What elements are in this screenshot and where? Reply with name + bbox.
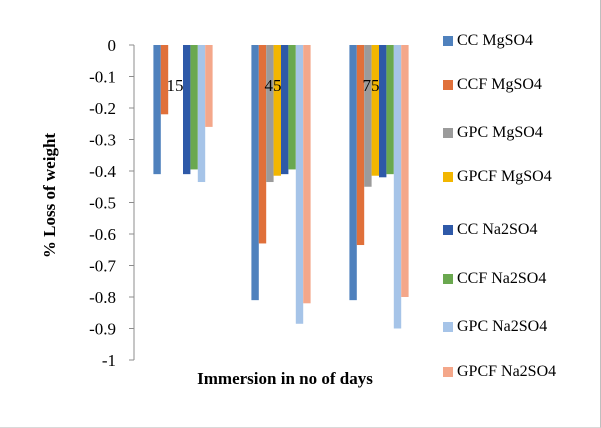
bar bbox=[205, 45, 213, 127]
bar bbox=[281, 45, 289, 175]
bar bbox=[273, 45, 281, 176]
y-tick-label: -1 bbox=[102, 351, 116, 370]
y-tick-label: -0.1 bbox=[89, 68, 116, 87]
bar bbox=[379, 45, 387, 178]
y-tick-label: -0.5 bbox=[89, 194, 116, 213]
y-tick-label: -0.8 bbox=[89, 288, 116, 307]
bar bbox=[295, 45, 304, 324]
category-labels: 15 45 75 bbox=[167, 76, 380, 95]
bar bbox=[356, 45, 365, 246]
legend-swatch bbox=[443, 367, 453, 377]
legend-swatch bbox=[443, 274, 453, 284]
legend-label: GPC MgSO4 bbox=[457, 124, 543, 141]
bar bbox=[349, 45, 357, 301]
bar bbox=[371, 45, 379, 176]
legend-label: GPCF Na2SO4 bbox=[457, 363, 556, 380]
x-axis-title: Immersion in no of days bbox=[197, 369, 373, 388]
bar bbox=[386, 45, 394, 175]
category-label: 45 bbox=[265, 76, 282, 95]
y-tick-label: -0.2 bbox=[89, 99, 116, 118]
y-axis-title: % Loss of weight bbox=[40, 133, 59, 258]
bar bbox=[153, 45, 161, 175]
legend: CC MgSO4 CCF MgSO4 GPC MgSO4 GPCF MgSO4 CC N… bbox=[443, 32, 556, 380]
legend-swatch bbox=[443, 36, 453, 46]
legend-label: CC Na2SO4 bbox=[457, 221, 537, 238]
category-label: 15 bbox=[167, 76, 184, 95]
bar bbox=[160, 45, 169, 115]
category-label: 75 bbox=[363, 76, 380, 95]
legend-swatch bbox=[443, 322, 453, 332]
y-axis-ticks: 0 -0.1 -0.2 -0.3 -0.4 -0.5 -0.6 -0.7 -0.8 -0.9 -1 bbox=[89, 36, 134, 370]
bar bbox=[401, 45, 409, 297]
legend-swatch bbox=[443, 80, 453, 90]
legend-label: GPCF MgSO4 bbox=[457, 168, 552, 185]
bars-group bbox=[153, 45, 409, 329]
y-tick-label: -0.4 bbox=[89, 162, 116, 181]
bar bbox=[364, 45, 372, 187]
bar bbox=[303, 45, 311, 304]
y-tick-label: -0.3 bbox=[89, 131, 116, 150]
y-tick-label: -0.7 bbox=[89, 257, 116, 276]
bar bbox=[266, 45, 274, 183]
y-tick-label: 0 bbox=[108, 36, 117, 55]
bar bbox=[258, 45, 267, 244]
legend-label: GPC Na2SO4 bbox=[457, 318, 547, 335]
bar bbox=[393, 45, 402, 329]
legend-swatch bbox=[443, 128, 453, 138]
y-tick-label: -0.9 bbox=[89, 320, 116, 339]
legend-swatch bbox=[443, 172, 453, 182]
legend-label: CC MgSO4 bbox=[457, 32, 533, 49]
bar bbox=[197, 45, 206, 183]
y-tick-label: -0.6 bbox=[89, 225, 116, 244]
bar bbox=[251, 45, 259, 301]
legend-label: CCF Na2SO4 bbox=[457, 270, 546, 287]
bar bbox=[183, 45, 191, 175]
bar bbox=[190, 45, 198, 170]
bar bbox=[288, 45, 296, 170]
legend-label: CCF MgSO4 bbox=[457, 76, 542, 93]
legend-swatch bbox=[443, 225, 453, 235]
